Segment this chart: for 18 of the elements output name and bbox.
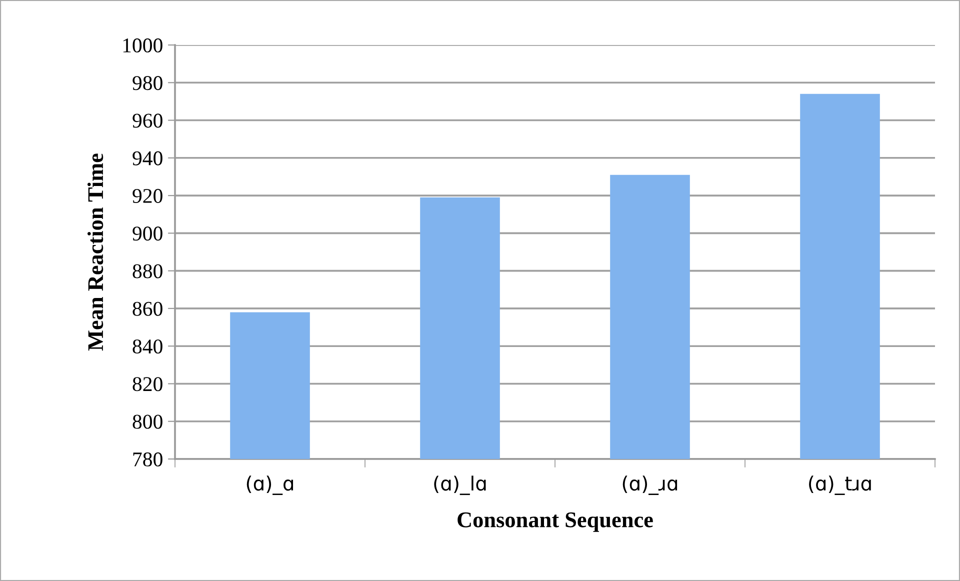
y-tick-label: 960 [132, 114, 162, 128]
y-tick-label: 940 [132, 151, 162, 166]
y-axis-title: Mean Reaction Time [87, 154, 104, 351]
y-tick-label: 1000 [123, 38, 162, 52]
x-tick-label: (ɑ)_tɹɑ [809, 476, 871, 496]
y-tick-label: 840 [132, 339, 162, 354]
y-tick-label: 780 [133, 452, 162, 466]
y-tick-label: 980 [132, 76, 162, 90]
x-axis-title: Consonant Sequence [458, 512, 653, 532]
y-tick-label: 800 [132, 414, 162, 429]
y-tick-label: 820 [132, 377, 162, 392]
y-tick-label: 880 [132, 264, 162, 278]
x-tick-label: (ɑ)_ɹɑ [622, 476, 678, 496]
y-tick-label: 860 [132, 302, 162, 316]
y-tick-label: 900 [132, 226, 162, 241]
y-tick-label: 920 [132, 188, 162, 203]
x-tick-label: (ɑ)_ɑ [246, 476, 294, 496]
x-tick-label: (ɑ)_lɑ [434, 476, 486, 496]
